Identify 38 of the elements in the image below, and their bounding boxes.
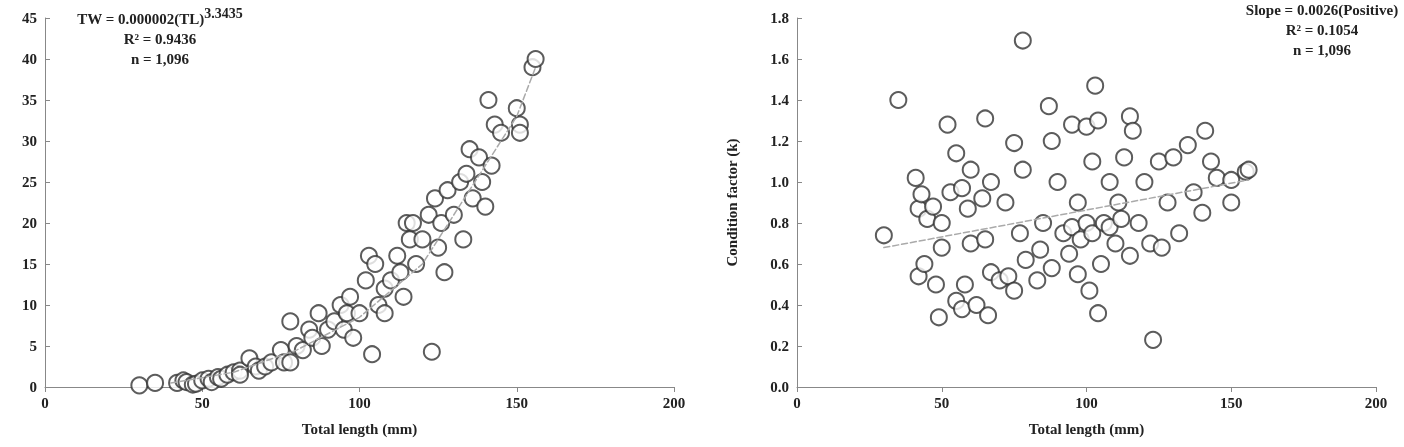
x-tick-label: 150 xyxy=(1220,394,1243,411)
x-tick-label: 100 xyxy=(1075,394,1098,411)
y-tick-label: 25 xyxy=(22,174,37,190)
x-tick-label: 0 xyxy=(41,394,49,411)
text: Slope = 0.0026(Positive) xyxy=(1244,1,1400,20)
y-tick-label: 1.4 xyxy=(770,92,790,108)
y-tick-label: 1.8 xyxy=(770,10,789,26)
y-tick-label: 45 xyxy=(22,10,37,26)
x-tick-label: 50 xyxy=(934,394,950,411)
y-tick-label: 1.6 xyxy=(770,51,790,67)
y-tick-label: 40 xyxy=(22,51,37,67)
x-axis-title: Total length (mm) xyxy=(301,420,418,438)
x-axis-title: Total length (mm) xyxy=(1028,420,1145,438)
y-tick-label: 0.8 xyxy=(770,215,789,231)
annotation: n = 1,096 xyxy=(1291,41,1353,60)
x-tick-label: 50 xyxy=(194,394,210,411)
x-tick-label: 100 xyxy=(348,394,371,411)
y-tick-label: 1.0 xyxy=(770,174,789,190)
annotation: R² = 0.9436 xyxy=(122,30,198,49)
y-tick-label: 1.2 xyxy=(770,133,789,149)
y-tick-label: 30 xyxy=(22,133,37,149)
y-tick-label: 15 xyxy=(22,256,37,272)
x-tick-label: 0 xyxy=(793,394,801,411)
y-tick-label: 0 xyxy=(29,379,37,395)
y-tick-label: 35 xyxy=(22,92,37,108)
y-tick-label: 5 xyxy=(29,338,37,354)
x-tick-label: 150 xyxy=(505,394,528,411)
y-tick-label: 0.4 xyxy=(770,297,790,313)
x-tick-label: 200 xyxy=(662,394,686,411)
y-tick-label: 0.6 xyxy=(770,256,790,272)
y-tick-label: 20 xyxy=(22,215,37,231)
y-tick-label: 10 xyxy=(22,297,37,313)
annotation: n = 1,096 xyxy=(130,51,190,67)
annotation: R² = 0.1054 xyxy=(1284,21,1360,40)
y-tick-label: 0.2 xyxy=(770,338,789,354)
y-axis-title: Condition factor (k) xyxy=(723,138,741,267)
y-tick-label: 0.0 xyxy=(770,379,789,395)
x-tick-label: 200 xyxy=(1364,394,1388,411)
